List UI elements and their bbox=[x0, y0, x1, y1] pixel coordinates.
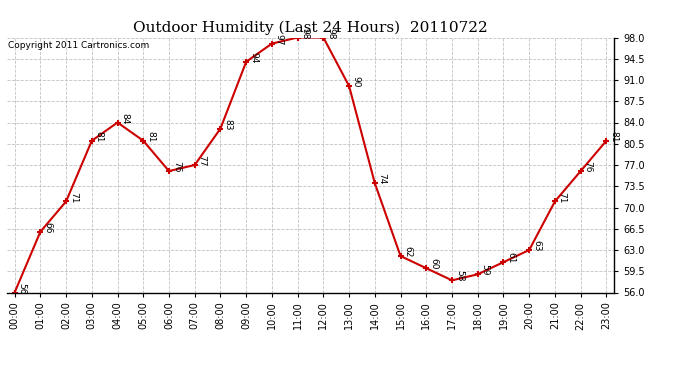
Text: 71: 71 bbox=[558, 192, 566, 203]
Text: 59: 59 bbox=[480, 264, 489, 276]
Text: 81: 81 bbox=[146, 131, 155, 142]
Text: 66: 66 bbox=[43, 222, 52, 233]
Text: 74: 74 bbox=[377, 173, 386, 185]
Text: 97: 97 bbox=[275, 34, 284, 45]
Text: 56: 56 bbox=[17, 283, 26, 294]
Text: 98: 98 bbox=[300, 28, 309, 39]
Text: 94: 94 bbox=[249, 52, 258, 63]
Title: Outdoor Humidity (Last 24 Hours)  20110722: Outdoor Humidity (Last 24 Hours) 2011072… bbox=[133, 21, 488, 35]
Text: 98: 98 bbox=[326, 28, 335, 39]
Text: 83: 83 bbox=[224, 118, 233, 130]
Text: 81: 81 bbox=[609, 131, 618, 142]
Text: Copyright 2011 Cartronics.com: Copyright 2011 Cartronics.com bbox=[8, 41, 149, 50]
Text: 76: 76 bbox=[584, 161, 593, 172]
Text: 63: 63 bbox=[532, 240, 541, 252]
Text: 62: 62 bbox=[404, 246, 413, 258]
Text: 76: 76 bbox=[172, 161, 181, 172]
Text: 60: 60 bbox=[429, 258, 438, 270]
Text: 71: 71 bbox=[69, 192, 78, 203]
Text: 81: 81 bbox=[95, 131, 103, 142]
Text: 90: 90 bbox=[352, 76, 361, 88]
Text: 77: 77 bbox=[197, 155, 206, 166]
Text: 84: 84 bbox=[120, 112, 129, 124]
Text: 61: 61 bbox=[506, 252, 515, 264]
Text: 58: 58 bbox=[455, 270, 464, 282]
